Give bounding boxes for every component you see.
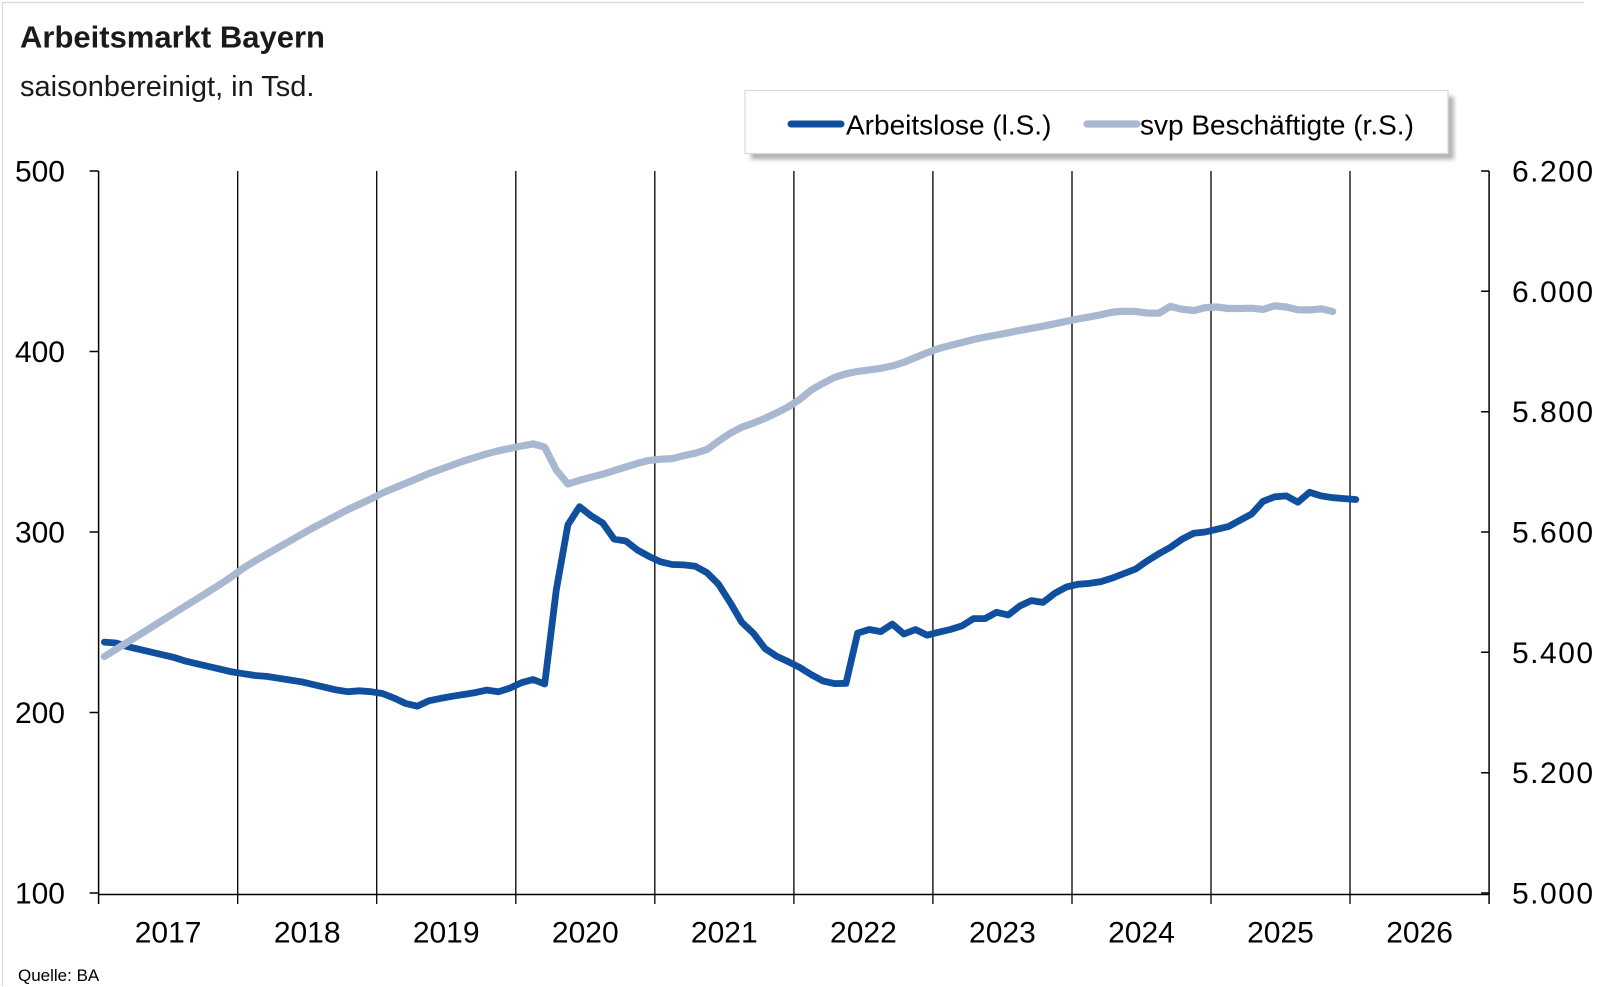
svg-text:Arbeitslose (l.S.): Arbeitslose (l.S.) bbox=[846, 110, 1051, 141]
svg-text:2022: 2022 bbox=[830, 917, 897, 950]
svg-text:200: 200 bbox=[15, 697, 65, 730]
svg-text:2023: 2023 bbox=[969, 917, 1036, 950]
svg-text:2018: 2018 bbox=[274, 917, 341, 950]
svg-text:2024: 2024 bbox=[1108, 917, 1175, 950]
svg-text:2019: 2019 bbox=[413, 917, 480, 950]
svg-text:Quelle: BA: Quelle: BA bbox=[18, 966, 100, 985]
svg-text:5.600: 5.600 bbox=[1512, 517, 1595, 550]
svg-text:400: 400 bbox=[15, 336, 65, 369]
svg-text:6.000: 6.000 bbox=[1512, 276, 1595, 309]
svg-text:100: 100 bbox=[15, 878, 65, 911]
svg-text:5.800: 5.800 bbox=[1512, 396, 1595, 429]
svg-text:2025: 2025 bbox=[1247, 917, 1314, 950]
svg-text:5.400: 5.400 bbox=[1512, 637, 1595, 670]
svg-text:2026: 2026 bbox=[1386, 917, 1453, 950]
svg-text:500: 500 bbox=[15, 156, 65, 189]
svg-text:2020: 2020 bbox=[552, 917, 619, 950]
svg-text:saisonbereinigt, in Tsd.: saisonbereinigt, in Tsd. bbox=[20, 71, 314, 103]
svg-text:Arbeitsmarkt Bayern: Arbeitsmarkt Bayern bbox=[20, 20, 325, 55]
svg-text:5.200: 5.200 bbox=[1512, 757, 1595, 790]
svg-text:300: 300 bbox=[15, 517, 65, 550]
svg-text:6.200: 6.200 bbox=[1512, 156, 1595, 189]
svg-text:5.000: 5.000 bbox=[1512, 878, 1595, 911]
svg-text:2021: 2021 bbox=[691, 917, 758, 950]
svg-text:svp Beschäftigte (r.S.): svp Beschäftigte (r.S.) bbox=[1140, 110, 1414, 141]
svg-text:2017: 2017 bbox=[135, 917, 202, 950]
